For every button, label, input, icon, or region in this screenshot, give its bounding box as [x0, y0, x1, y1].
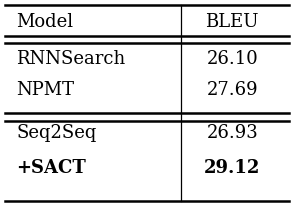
Text: NPMT: NPMT: [16, 81, 74, 99]
Text: RNNSearch: RNNSearch: [16, 50, 126, 68]
Text: 26.10: 26.10: [206, 50, 258, 68]
Text: 26.93: 26.93: [206, 124, 258, 142]
Text: +SACT: +SACT: [16, 159, 86, 177]
Text: BLEU: BLEU: [206, 13, 259, 31]
Text: Model: Model: [16, 13, 73, 31]
Text: 29.12: 29.12: [204, 159, 260, 177]
Text: Seq2Seq: Seq2Seq: [16, 124, 96, 142]
Text: 27.69: 27.69: [206, 81, 258, 99]
